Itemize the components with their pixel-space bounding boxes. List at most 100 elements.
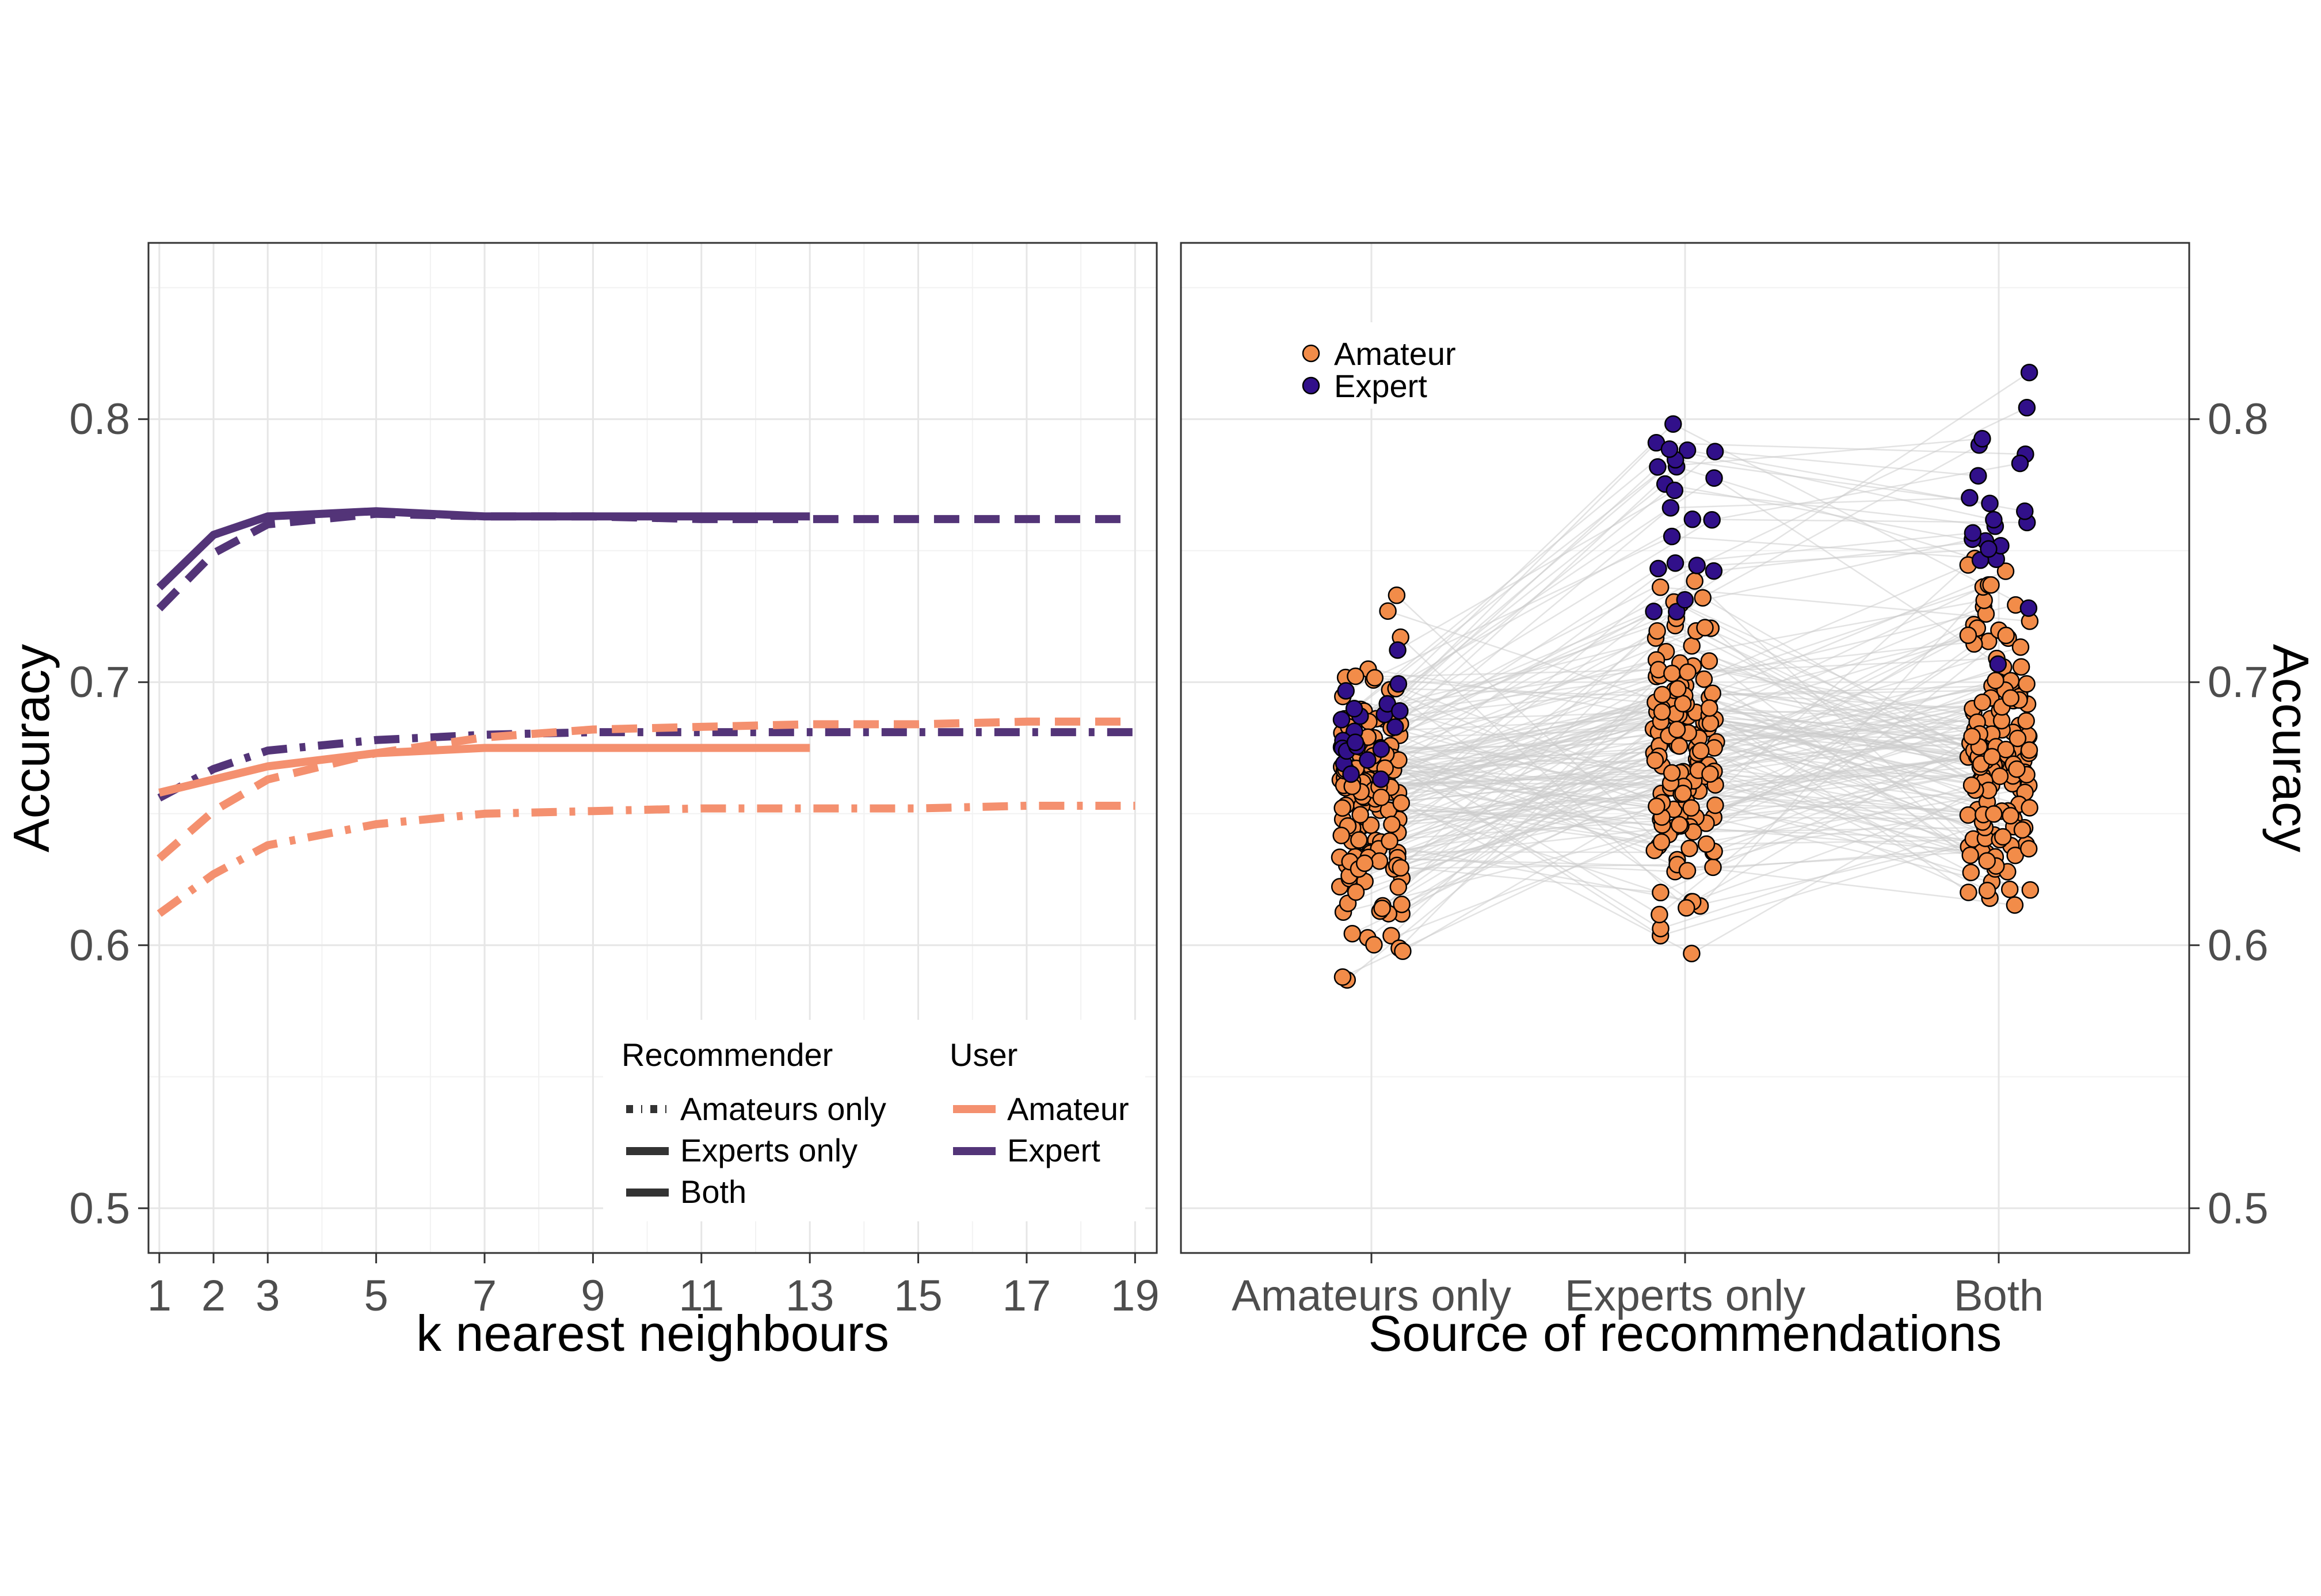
point-amateur [1333,968,1352,986]
point-expert [1973,430,1991,448]
point-amateur [1347,667,1365,685]
point-amateur [1697,835,1716,853]
series-expert-amateurs-only [157,728,1135,802]
point-amateur [1350,831,1368,849]
left-xtick-label: 19 [1111,1271,1160,1320]
point-amateur [1653,703,1671,721]
point-expert [1668,603,1686,620]
point-amateur [2002,689,2020,707]
point-amateur [1383,816,1401,833]
point-amateur [1680,839,1698,858]
point-amateur [1333,799,1351,817]
point-amateur [1366,669,1384,687]
legend-label-amateur-user: Amateur [1007,1091,1129,1127]
point-expert [1705,562,1723,580]
point-amateur [2006,896,2024,914]
point-amateur [1695,670,1713,688]
point-expert [1661,499,1680,517]
left-line-chart: 0.5 0.6 0.7 0.8 1 2 3 5 7 9 11 13 15 17 19 k nearest n… [3,242,1160,1362]
point-amateur [1651,578,1670,596]
point-expert [1964,524,1982,542]
legend-label-amateur: Amateur [1334,336,1456,372]
legend-label-amateurs-only: Amateurs only [680,1091,886,1127]
point-amateur [1994,828,2012,846]
legend-label-experts-only: Experts only [680,1132,857,1168]
left-xtick-label: 2 [201,1271,226,1320]
point-amateur [1706,796,1724,814]
point-amateur [1653,685,1671,704]
point-amateur [1674,695,1692,713]
point-expert [1688,557,1706,574]
right-points [1331,363,2040,989]
point-amateur [1961,846,1979,864]
point-amateur [1959,806,1977,824]
point-amateur [1648,622,1666,640]
left-series-lines [156,507,1135,917]
point-amateur [2018,675,2036,693]
legend-user-title: User [950,1037,1017,1073]
point-expert [1332,711,1351,729]
point-amateur [1683,637,1701,655]
point-expert [1342,765,1360,783]
legend-point-expert [1302,376,1320,395]
point-amateur [1701,765,1719,783]
point-amateur [1392,794,1411,812]
point-amateur [1996,562,2015,580]
left-xtick-label: 5 [364,1271,388,1320]
series-amateur-both [157,717,1135,862]
point-amateur [1978,881,1996,900]
point-amateur [2000,880,2019,898]
point-expert [1703,511,1721,529]
point-amateur [1960,883,1977,901]
point-expert [1389,675,1408,693]
point-amateur [1362,816,1380,834]
point-amateur [1370,852,1389,870]
legend-point-amateur [1302,344,1320,363]
left-ytick-label: 0.6 [69,921,130,970]
point-amateur [1701,714,1720,732]
point-amateur [1663,764,1681,782]
point-expert [1391,702,1409,720]
point-amateur [1381,832,1398,850]
point-amateur [1700,652,1718,670]
point-expert [1664,415,1682,433]
point-expert [1961,489,1979,507]
point-amateur [1983,748,2001,765]
point-expert [1678,441,1697,459]
point-expert [1372,770,1390,789]
left-ytick-label: 0.7 [69,658,130,707]
left-xtick-label: 17 [1003,1271,1051,1320]
point-expert [1389,641,1407,659]
left-xtick-label: 1 [147,1271,171,1320]
left-ytick-label: 0.8 [69,395,130,444]
point-amateur [2019,840,2038,858]
legend-label-both: Both [680,1174,746,1210]
point-amateur [1388,586,1406,604]
left-xtick-label: 11 [679,1271,724,1320]
point-amateur [1389,878,1408,896]
point-amateur [1704,858,1722,877]
legend-recommender-title: Recommender [622,1037,833,1073]
point-amateur [1959,626,1977,644]
point-amateur [1678,899,1695,917]
point-amateur [2008,760,2026,778]
point-amateur [1682,799,1700,817]
point-amateur [1663,664,1681,683]
point-amateur [1351,806,1369,824]
left-legend: Recommender User Amateurs only Experts o… [603,1020,1145,1221]
point-amateur [1694,589,1712,607]
left-xtick-label: 13 [786,1271,834,1320]
point-expert [1359,751,1377,769]
point-expert [1666,481,1684,500]
point-amateur [1648,797,1666,816]
point-expert [1980,540,1998,558]
point-amateur [1982,576,2000,594]
point-amateur [1678,862,1697,880]
point-amateur [1379,602,1397,620]
point-amateur [1997,626,2015,645]
point-amateur [1652,883,1670,902]
point-amateur [1669,680,1687,698]
point-amateur [2021,881,2040,899]
right-xtick-label: Amateurs only [1232,1271,1511,1320]
